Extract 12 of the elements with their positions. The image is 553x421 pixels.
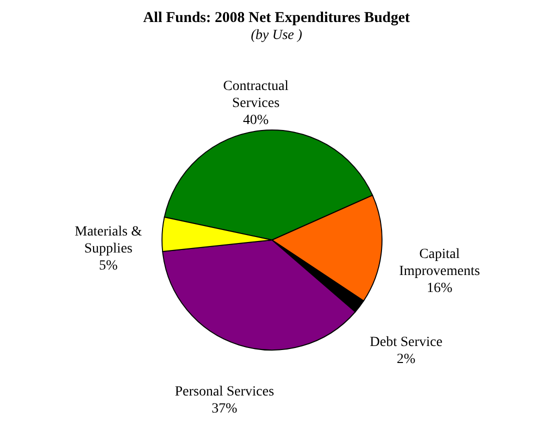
slice-label: Contractual Services (223, 78, 289, 111)
data-label: 5% (99, 258, 118, 274)
slice-label: Materials & Supplies (74, 224, 142, 256)
slice-label: Capital Improvements (399, 247, 480, 280)
data-label: 16% (426, 281, 453, 296)
data-label: 40% (242, 112, 269, 128)
slice-label: Debt Service (370, 334, 442, 350)
slice-label: Personal Services (174, 384, 274, 400)
data-label: 2% (396, 352, 416, 367)
chart-title: All Funds: 2008 Net Expenditures Budget (143, 10, 410, 26)
data-label: 37% (212, 402, 238, 417)
chart-subtitle: (by Use ) (250, 28, 302, 43)
